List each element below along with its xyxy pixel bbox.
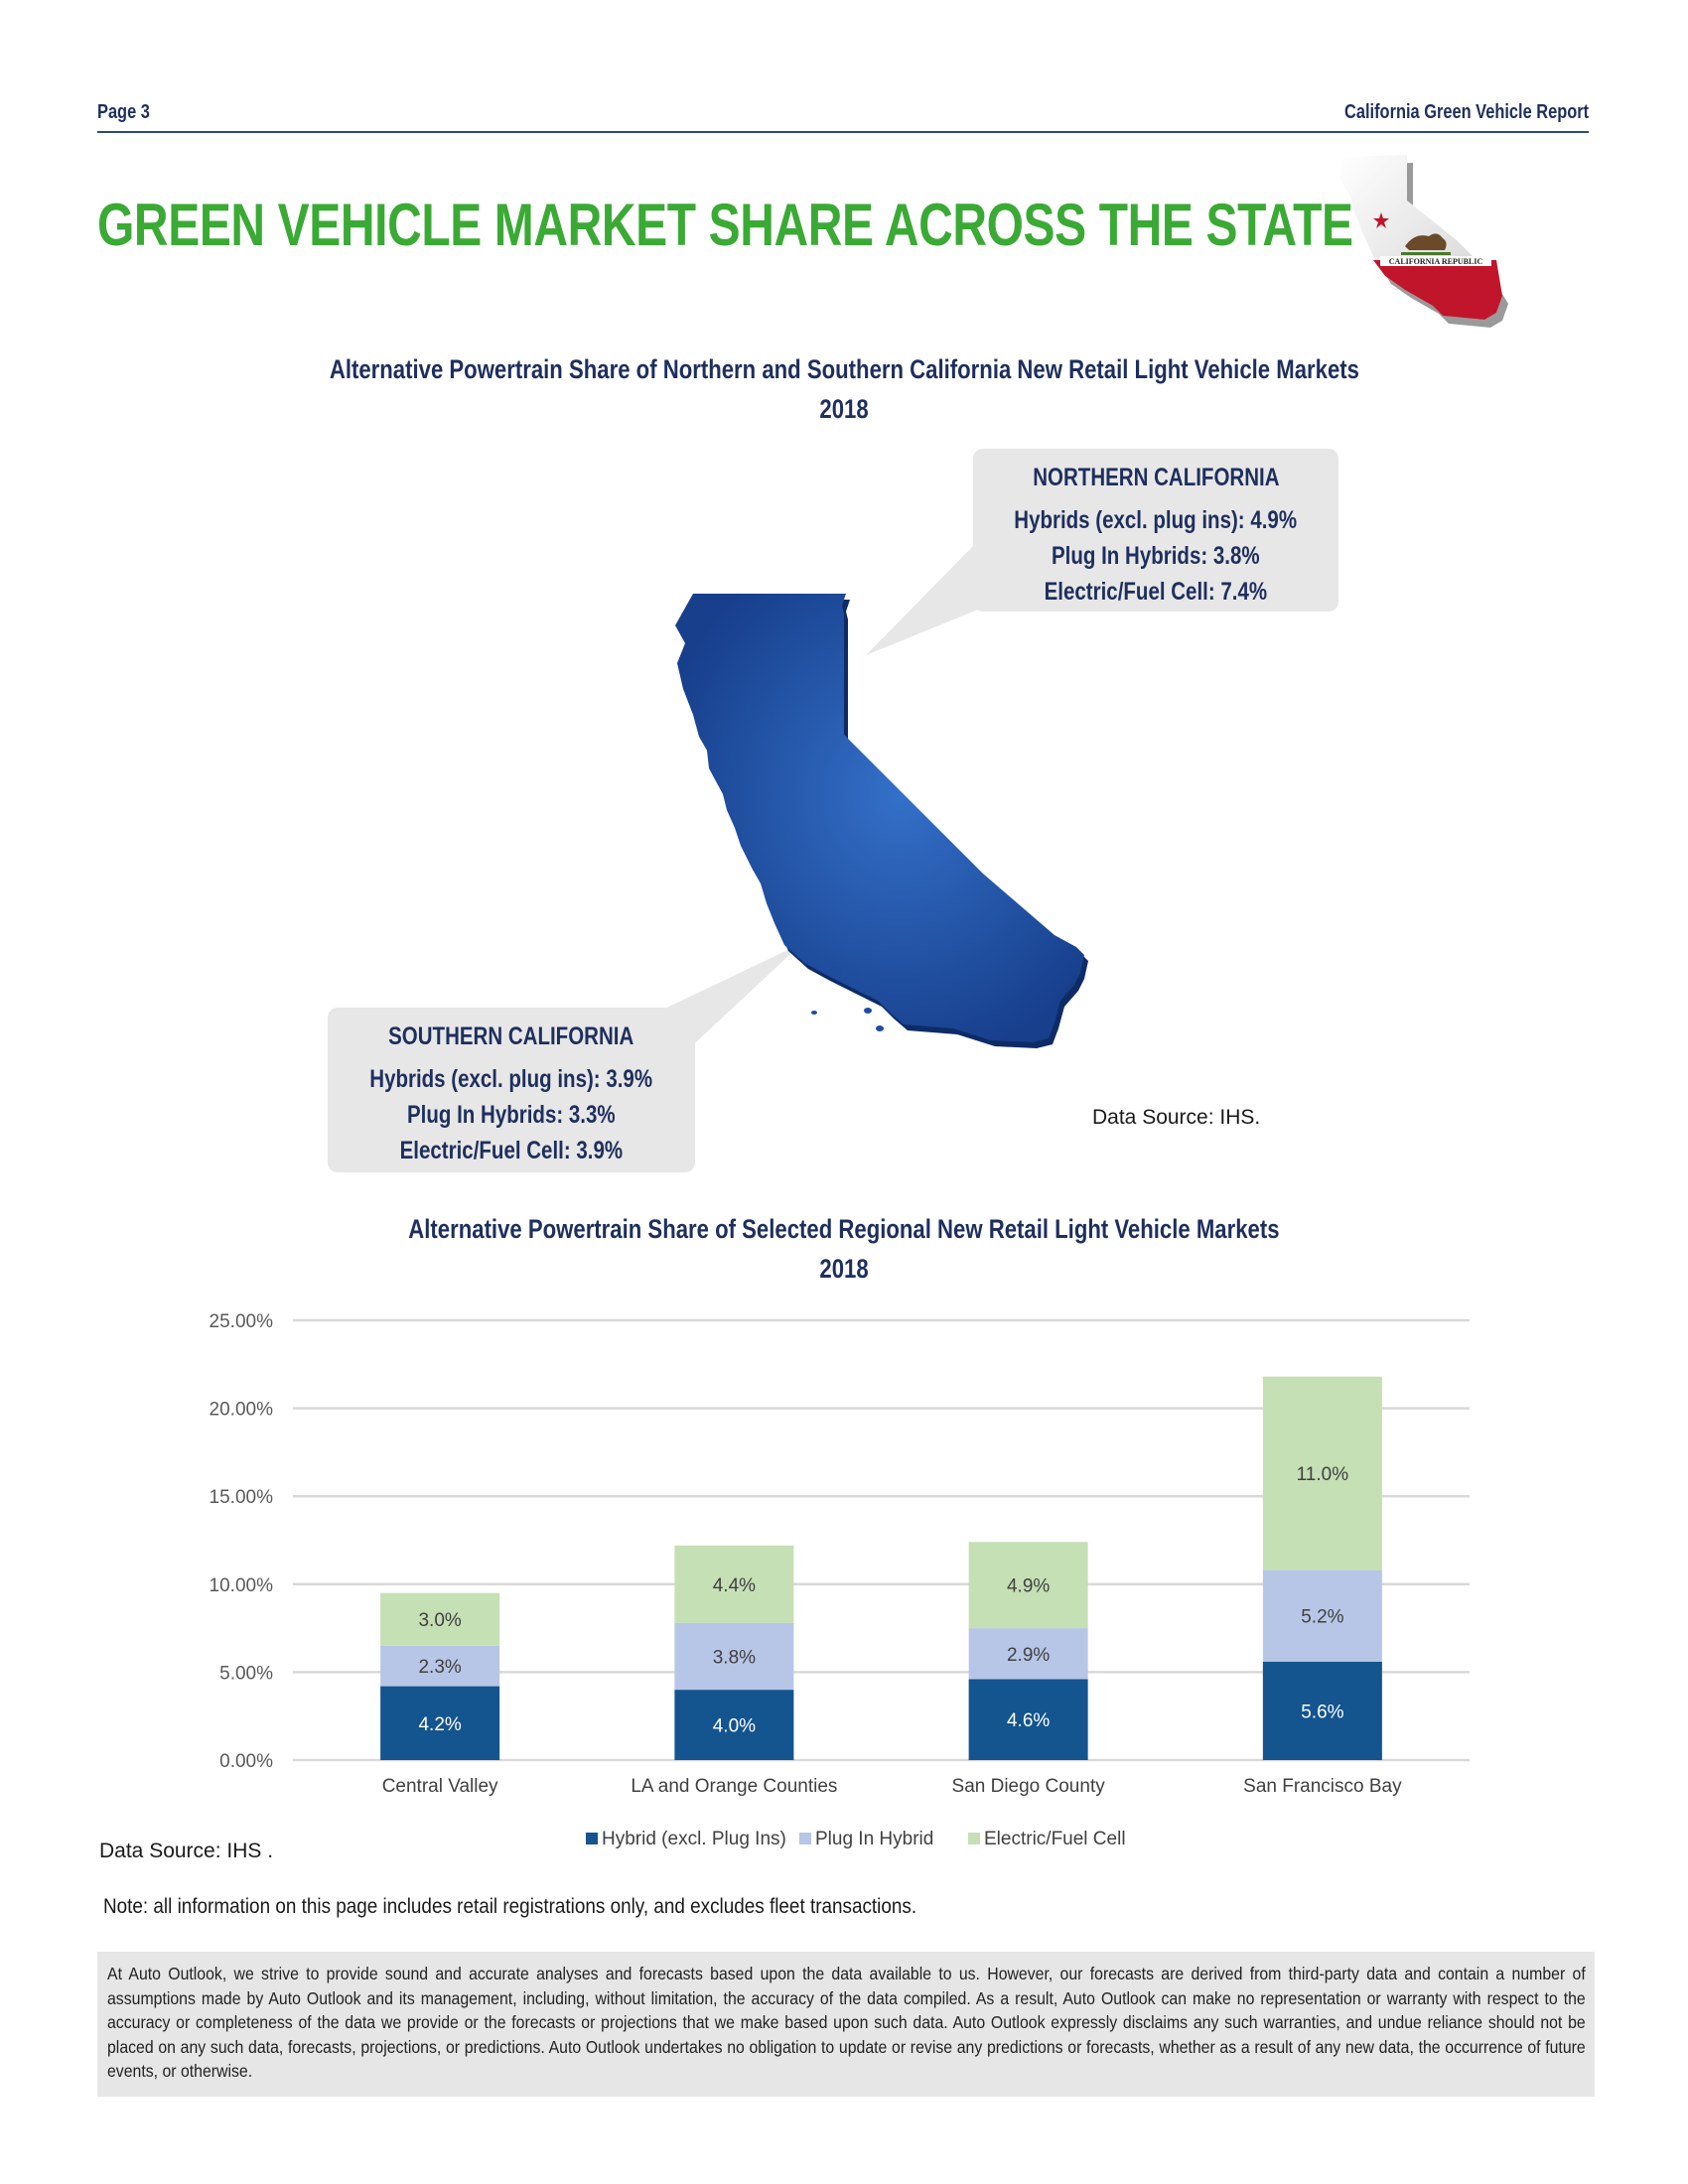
map-data-source: Data Source: IHS. [1092, 1106, 1261, 1129]
data-label: 2.3% [418, 1657, 461, 1678]
bar-segment [674, 1545, 794, 1623]
y-tick-label: 25.00% [210, 1311, 274, 1332]
bar-segment [1262, 1661, 1382, 1760]
y-tick-label: 5.00% [219, 1663, 273, 1684]
page-number: Page 3 [97, 101, 150, 123]
south-electric: Electric/Fuel Cell: 3.9% [399, 1137, 624, 1164]
legend-label: Electric/Fuel Cell [984, 1829, 1126, 1849]
disclaimer-box: At Auto Outlook, we strive to provide so… [97, 1952, 1595, 2097]
california-map-icon [675, 594, 1088, 1048]
bar-segment [674, 1622, 794, 1691]
bar-segment [380, 1645, 500, 1687]
north-hybrids: Hybrids (excl. plug ins): 4.9% [1014, 506, 1298, 534]
x-category-label: LA and Orange Counties [631, 1776, 837, 1797]
data-label: 4.9% [1007, 1576, 1050, 1597]
south-hybrids: Hybrids (excl. plug ins): 3.9% [369, 1065, 653, 1093]
svg-text:CALIFORNIA REPUBLIC: CALIFORNIA REPUBLIC [1389, 257, 1483, 266]
legend-swatch [586, 1833, 598, 1844]
data-label: 2.9% [1007, 1645, 1050, 1666]
legend-label: Plug In Hybrid [815, 1829, 933, 1849]
y-tick-label: 10.00% [210, 1575, 274, 1596]
bar-title-line2: 2018 [819, 1254, 869, 1284]
bar-segment [968, 1542, 1088, 1629]
bar-chart-title: Alternative Powertrain Share of Selected… [0, 1209, 1688, 1289]
bar-segment [1262, 1376, 1382, 1570]
southern-california-callout: SOUTHERN CALIFORNIA Hybrids (excl. plug … [328, 1008, 695, 1172]
bar-title-line1: Alternative Powertrain Share of Selected… [408, 1214, 1280, 1244]
data-label: 4.2% [418, 1714, 461, 1735]
map-title-line1: Alternative Powertrain Share of Northern… [329, 354, 1359, 384]
north-plug-in: Plug In Hybrids: 3.8% [1052, 542, 1260, 570]
disclaimer-text: At Auto Outlook, we strive to provide so… [107, 1964, 1586, 2081]
legend-label: Hybrid (excl. Plug Ins) [602, 1829, 786, 1849]
bar-segment [380, 1686, 500, 1760]
registration-note: Note: all information on this page inclu… [103, 1895, 917, 1918]
data-label: 3.0% [418, 1610, 461, 1631]
y-tick-label: 0.00% [219, 1751, 273, 1772]
data-label: 5.6% [1301, 1702, 1343, 1722]
page-header: Page 3 California Green Vehicle Report [97, 95, 1589, 133]
data-label: 5.2% [1301, 1607, 1343, 1628]
data-label: 4.6% [1007, 1710, 1050, 1731]
y-tick-label: 15.00% [210, 1487, 274, 1508]
data-label: 4.4% [713, 1575, 756, 1596]
bar-segment [380, 1592, 500, 1646]
northern-california-callout: NORTHERN CALIFORNIA Hybrids (excl. plug … [973, 449, 1338, 612]
y-tick-label: 20.00% [210, 1400, 274, 1421]
data-label: 11.0% [1297, 1464, 1349, 1485]
north-heading: NORTHERN CALIFORNIA [1032, 464, 1280, 491]
bar-segment [968, 1679, 1088, 1760]
california-flag-map-icon: CALIFORNIA REPUBLIC [1339, 155, 1508, 328]
legend-swatch [968, 1833, 980, 1844]
bar-segment [968, 1628, 1088, 1680]
data-label: 3.8% [713, 1647, 756, 1668]
chart-data-source: Data Source: IHS . [99, 1840, 274, 1862]
bar-segment [674, 1690, 794, 1760]
x-category-label: San Diego County [952, 1776, 1106, 1797]
x-category-label: San Francisco Bay [1243, 1776, 1402, 1797]
x-category-label: Central Valley [382, 1776, 498, 1797]
map-section-title: Alternative Powertrain Share of Northern… [0, 349, 1688, 429]
north-electric: Electric/Fuel Cell: 7.4% [1044, 578, 1268, 606]
page-title: GREEN VEHICLE MARKET SHARE ACROSS THE ST… [97, 192, 1353, 258]
report-title: California Green Vehicle Report [1343, 101, 1589, 123]
data-label: 4.0% [713, 1716, 756, 1737]
legend-swatch [799, 1833, 811, 1844]
south-heading: SOUTHERN CALIFORNIA [388, 1023, 634, 1050]
stacked-bar-chart: 0.00% 5.00% 10.00% 15.00% 20.00% 25.00% 4.2% 2.… [210, 1311, 1470, 1849]
south-plug-in: Plug In Hybrids: 3.3% [407, 1101, 616, 1129]
map-title-line2: 2018 [819, 394, 869, 424]
bar-segment [1262, 1570, 1382, 1662]
